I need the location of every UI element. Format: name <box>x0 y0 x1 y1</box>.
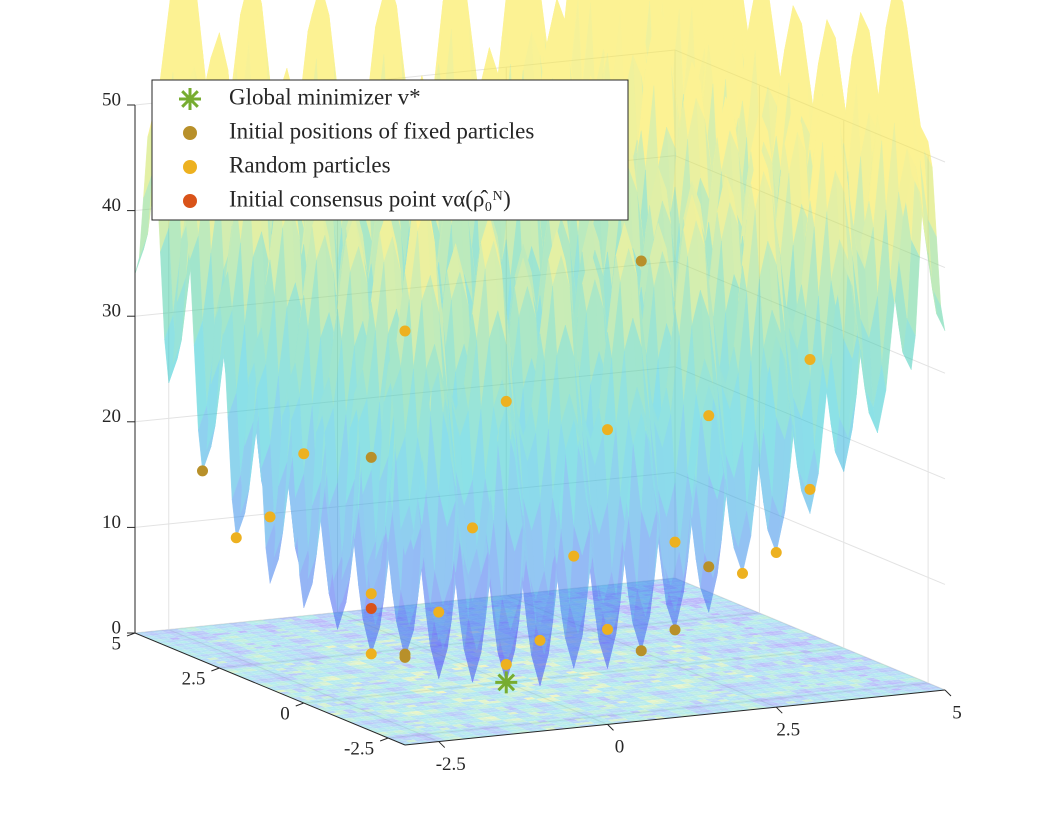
chart: 01020304050-2.502.55-2.502.55Global mini… <box>0 0 1042 833</box>
